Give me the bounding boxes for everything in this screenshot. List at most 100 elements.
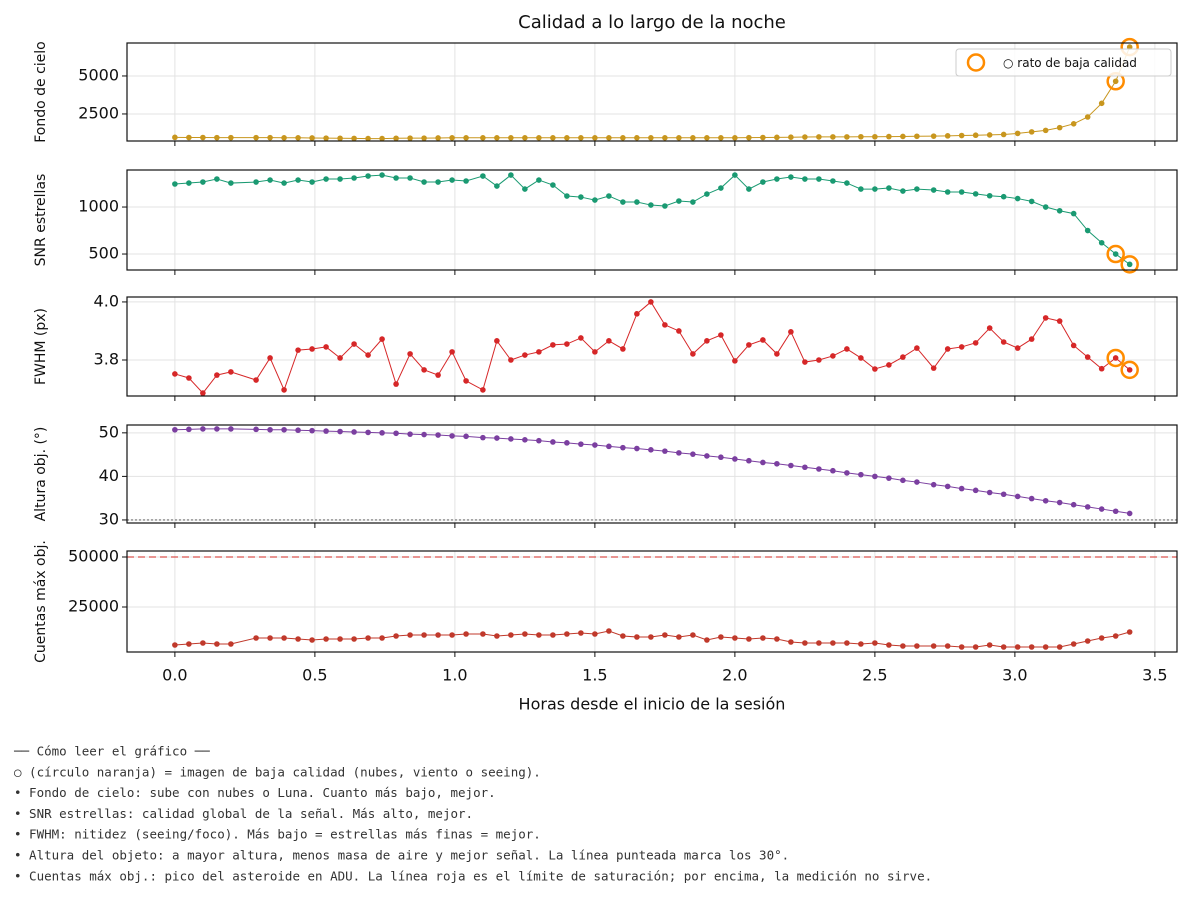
data-point xyxy=(886,642,892,648)
data-point xyxy=(690,135,696,141)
axes-frame xyxy=(126,169,1178,271)
data-point xyxy=(1098,365,1105,372)
data-point xyxy=(337,355,343,361)
data-point xyxy=(1070,210,1077,217)
data-point xyxy=(788,329,794,335)
y-tick-label: 40 xyxy=(99,466,119,485)
data-point xyxy=(592,349,598,355)
data-point xyxy=(830,640,836,646)
data-point xyxy=(253,134,259,141)
data-point xyxy=(746,457,752,464)
data-point xyxy=(337,176,343,182)
flag-marker xyxy=(1106,244,1125,264)
data-point xyxy=(900,477,906,484)
data-point xyxy=(393,135,399,142)
data-point xyxy=(844,640,850,646)
data-point xyxy=(816,357,822,363)
data-point xyxy=(463,135,469,141)
data-point xyxy=(1084,354,1091,360)
data-point xyxy=(872,640,878,646)
data-point xyxy=(379,430,385,436)
data-point xyxy=(200,134,206,141)
x-tick-label: 0.5 xyxy=(302,666,327,685)
data-point xyxy=(172,426,178,433)
data-point xyxy=(662,632,668,638)
data-point xyxy=(872,186,878,192)
data-point xyxy=(634,445,640,452)
x-tick-label: 2.0 xyxy=(722,666,747,685)
data-point xyxy=(365,173,371,179)
data-point xyxy=(930,187,937,193)
data-point xyxy=(508,436,514,442)
data-point xyxy=(578,335,584,341)
data-point xyxy=(508,172,514,178)
data-point xyxy=(379,336,385,342)
note-line: • SNR estrellas: calidad global de la se… xyxy=(14,806,473,821)
data-point xyxy=(407,175,413,181)
data-point xyxy=(480,631,486,637)
data-point xyxy=(522,186,528,192)
data-point xyxy=(267,635,273,641)
y-tick-label: 50000 xyxy=(68,547,119,566)
data-point xyxy=(620,135,626,141)
data-point xyxy=(351,636,357,642)
data-point xyxy=(463,631,469,637)
data-point xyxy=(295,427,301,434)
data-point xyxy=(1042,644,1049,650)
data-point xyxy=(606,193,612,199)
data-point xyxy=(914,186,920,192)
data-point xyxy=(986,642,993,648)
data-point xyxy=(281,135,287,141)
y-axis-label: Fondo de cielo xyxy=(33,41,49,143)
axes-frame xyxy=(126,42,1178,142)
data-point xyxy=(463,433,469,440)
data-point xyxy=(435,372,441,378)
data-point xyxy=(480,173,486,179)
data-point xyxy=(1028,198,1035,205)
data-point xyxy=(858,471,864,478)
y-tick-label: 2500 xyxy=(78,103,119,122)
note-line: ○ (círculo naranja) = imagen de baja cal… xyxy=(14,764,541,779)
chart-title: Calidad a lo largo de la noche xyxy=(518,12,786,33)
data-point xyxy=(1014,130,1021,137)
axes-frame xyxy=(126,424,1178,524)
data-point xyxy=(536,632,542,638)
data-point xyxy=(407,632,413,638)
data-point xyxy=(200,390,206,396)
data-point xyxy=(550,632,556,638)
data-point xyxy=(886,475,892,481)
data-point xyxy=(986,325,993,331)
data-point xyxy=(844,346,850,352)
data-point xyxy=(1084,504,1091,510)
data-point xyxy=(281,180,287,186)
data-point xyxy=(788,639,794,645)
data-point xyxy=(449,433,455,439)
data-point xyxy=(986,132,993,138)
data-point xyxy=(1112,251,1119,257)
data-point xyxy=(449,632,455,638)
data-point xyxy=(536,177,542,183)
data-point xyxy=(606,443,612,450)
data-point xyxy=(592,135,598,141)
data-point xyxy=(760,635,766,641)
data-point xyxy=(214,134,220,141)
x-tick-label: 0.0 xyxy=(162,666,187,685)
data-point xyxy=(421,179,427,185)
data-point xyxy=(732,135,738,141)
data-point xyxy=(1042,127,1049,134)
data-point xyxy=(606,338,612,344)
data-point xyxy=(550,135,556,141)
data-point xyxy=(788,462,794,469)
data-point xyxy=(886,362,892,368)
data-point xyxy=(1014,493,1021,500)
y-axis-label: SNR estrellas xyxy=(33,174,49,267)
data-point xyxy=(1000,131,1007,138)
data-point xyxy=(704,135,710,141)
data-point xyxy=(620,346,626,352)
data-point xyxy=(337,636,343,642)
data-point xyxy=(578,135,584,141)
data-point xyxy=(295,135,301,141)
data-point xyxy=(508,135,514,141)
data-point xyxy=(550,342,556,348)
x-tick-label: 3.0 xyxy=(1002,666,1027,685)
